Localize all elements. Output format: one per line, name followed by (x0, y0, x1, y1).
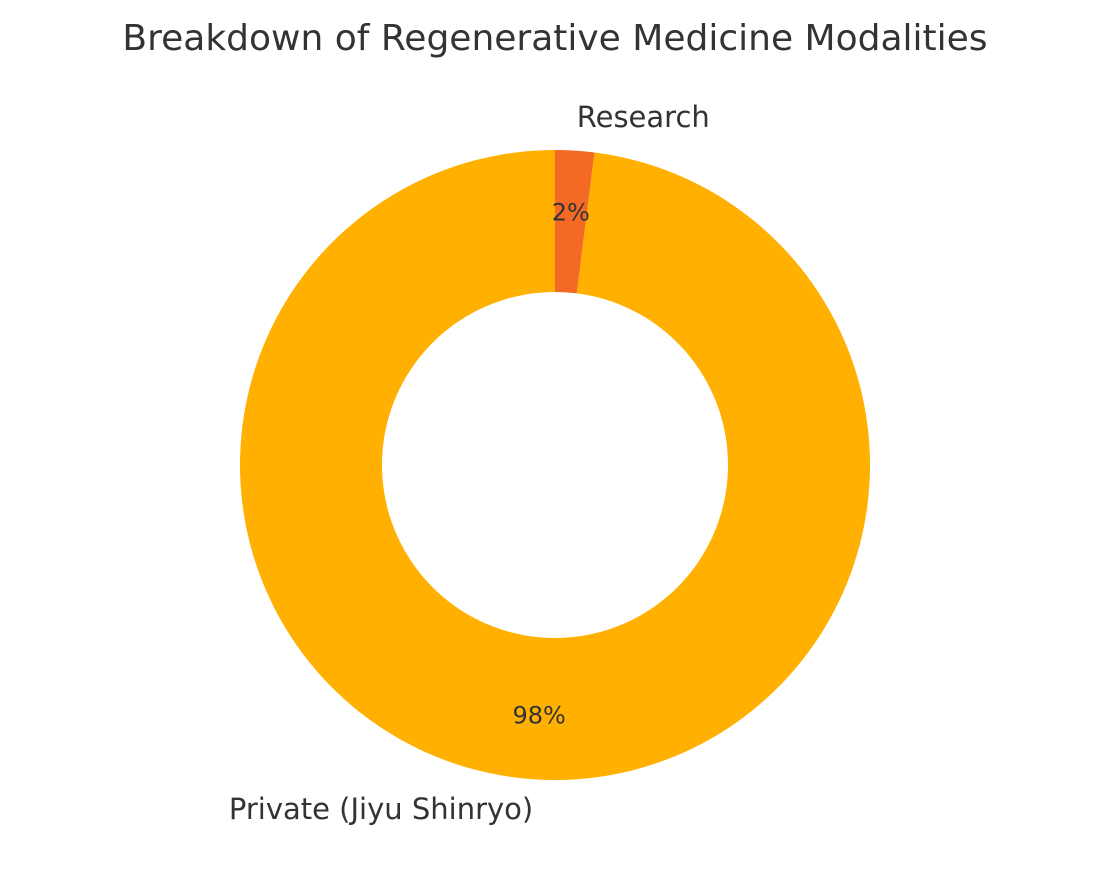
donut-slice (239, 150, 870, 780)
chart-title: Breakdown of Regenerative Medicine Modal… (122, 18, 987, 59)
percent-label: 98% (513, 702, 566, 730)
slice-label: Private (Jiyu Shinryo) (229, 792, 533, 826)
percent-label: 2% (552, 198, 590, 226)
donut-slice (555, 150, 595, 294)
slice-label: Research (577, 100, 710, 134)
